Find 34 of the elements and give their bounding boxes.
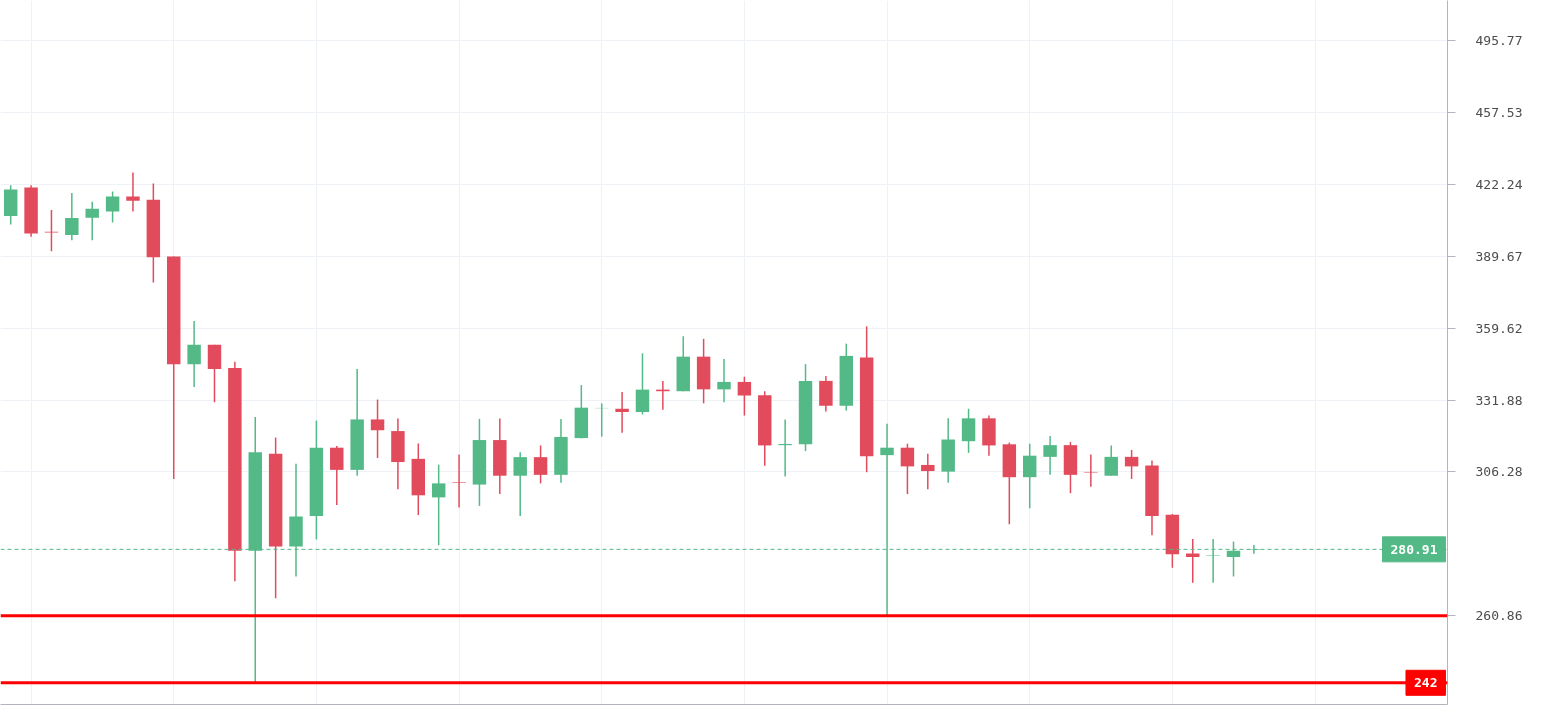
candlestick	[431, 463, 446, 547]
y-tick-label: 389.67	[1475, 248, 1523, 264]
candlestick	[921, 452, 935, 491]
candlestick	[717, 358, 731, 403]
candlestick	[778, 418, 792, 478]
candlestick	[1043, 435, 1057, 476]
candlestick	[105, 190, 120, 224]
candlestick	[961, 408, 976, 454]
y-tick-label: 495.77	[1475, 33, 1523, 49]
candlestick	[330, 445, 344, 506]
ref-line-label: 280.91	[1390, 541, 1438, 557]
y-tick-label: 422.24	[1475, 177, 1523, 193]
candlestick	[737, 375, 752, 417]
candlestick	[533, 444, 548, 485]
candlestick	[370, 398, 385, 459]
candlestick	[1022, 442, 1037, 510]
y-tick-label: 260.86	[1475, 608, 1523, 624]
y-tick-label: 457.53	[1475, 105, 1523, 121]
candlestick	[1084, 453, 1098, 488]
candlestick	[452, 453, 466, 509]
y-tick-label: 359.62	[1475, 320, 1523, 336]
y-tick-label: 306.28	[1475, 464, 1523, 480]
candlestick	[126, 171, 140, 213]
candlestick	[65, 192, 79, 241]
candlestick	[1124, 449, 1139, 480]
ref-line-label: 242	[1413, 675, 1438, 691]
candlestick	[187, 320, 201, 388]
candlestick	[513, 451, 527, 517]
candlestick	[1104, 444, 1118, 477]
candlestick	[85, 201, 99, 241]
candlestick	[900, 442, 915, 495]
candlestick	[615, 391, 629, 434]
candlestick	[635, 352, 650, 416]
y-tick-label: 331.88	[1475, 392, 1523, 408]
